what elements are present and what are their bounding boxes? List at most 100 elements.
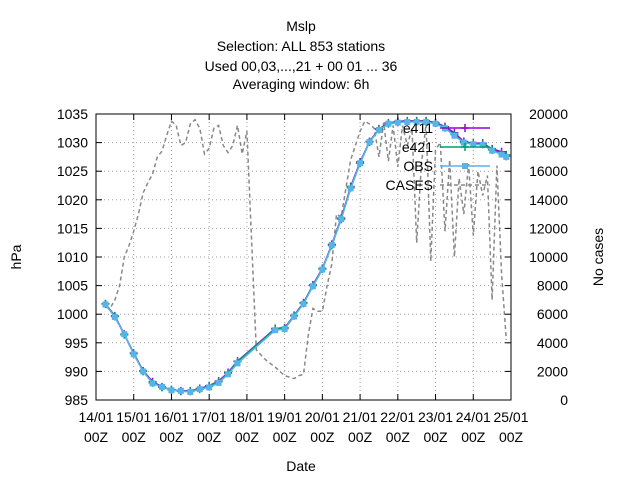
- x-tick-label-hour: 00Z: [386, 429, 411, 445]
- data-point-obs: [498, 151, 505, 158]
- x-tick-label-hour: 00Z: [273, 429, 298, 445]
- y-tick-label: 990: [65, 363, 89, 379]
- data-point-obs: [177, 387, 184, 394]
- data-point-obs: [159, 383, 166, 390]
- x-tick-label-date: 15/01: [116, 409, 151, 425]
- series-e421: [101, 117, 511, 396]
- x-tick-label-hour: 00Z: [461, 429, 486, 445]
- y2-tick-label: 4000: [537, 335, 568, 351]
- data-point-obs: [470, 141, 477, 148]
- data-point-obs: [451, 132, 458, 139]
- x-tick-label-hour: 00Z: [84, 429, 109, 445]
- data-point-obs: [215, 379, 222, 386]
- data-point-obs: [234, 360, 241, 367]
- x-tick-label-hour: 00Z: [310, 429, 335, 445]
- data-point-obs: [102, 301, 109, 308]
- x-tick-label-date: 21/01: [343, 409, 378, 425]
- legend-label-cases: CASES: [386, 177, 433, 193]
- x-tick-label-date: 17/01: [192, 409, 227, 425]
- data-point-obs: [489, 147, 496, 154]
- title-line-4: Averaging window: 6h: [233, 76, 370, 92]
- title-line-3: Used 00,03,...,21 + 00 01 ... 36: [205, 58, 398, 74]
- series-obs: [102, 119, 510, 395]
- legend-marker-e411: [461, 124, 469, 132]
- data-point-obs: [130, 351, 137, 358]
- x-tick-label-hour: 00Z: [348, 429, 373, 445]
- legend: e411 e421 OBS CASES: [386, 120, 490, 193]
- y2-tick-label: 18000: [529, 135, 568, 151]
- y2-tick-label: 6000: [537, 306, 568, 322]
- data-point-obs: [319, 266, 326, 273]
- x-tick-label-date: 20/01: [305, 409, 340, 425]
- x-tick-label-hour: 00Z: [122, 429, 147, 445]
- data-point-obs: [366, 139, 373, 146]
- x-tick-label-date: 18/01: [229, 409, 264, 425]
- x-tick-label-date: 22/01: [380, 409, 415, 425]
- x-tick-label-hour: 00Z: [499, 429, 524, 445]
- title-line-2: Selection: ALL 853 stations: [217, 38, 385, 54]
- data-point-obs: [413, 119, 420, 126]
- x-tick-label-date: 19/01: [267, 409, 302, 425]
- y-tick-label: 1020: [57, 192, 88, 208]
- data-point-obs: [272, 327, 279, 334]
- data-point-obs: [385, 120, 392, 127]
- series-layer: [101, 116, 511, 396]
- series-cases: [105, 118, 508, 380]
- x-tick-label-date: 23/01: [418, 409, 453, 425]
- legend-label-e411: e411: [403, 120, 433, 136]
- data-point-obs: [140, 368, 147, 375]
- y-tick-label: 1005: [57, 278, 88, 294]
- y-axis-label: hPa: [8, 244, 24, 269]
- legend-marker-e421: [461, 143, 469, 151]
- y-tick-label: 995: [65, 335, 89, 351]
- legend-label-e421: e421: [402, 139, 433, 155]
- x-tick-label-date: 25/01: [493, 409, 528, 425]
- x-tick-label-hour: 00Z: [235, 429, 260, 445]
- data-point-obs: [460, 139, 467, 146]
- data-point-obs: [111, 314, 118, 321]
- y2-tick-label: 20000: [529, 106, 568, 122]
- data-point-obs: [206, 384, 213, 391]
- x-tick-label-date: 16/01: [154, 409, 189, 425]
- data-point-obs: [328, 241, 335, 248]
- legend-marker-obs: [462, 163, 468, 169]
- series-line-cases: [105, 118, 508, 380]
- axes: 14/01 00Z 15/01 00Z 16/01 00Z 17/01 00Z 18/01 00Z…: [57, 106, 568, 445]
- data-point-obs: [168, 387, 175, 394]
- data-point-obs: [149, 380, 156, 387]
- data-point-obs: [432, 120, 439, 127]
- y2-tick-label: 8000: [537, 278, 568, 294]
- series-e411: [101, 116, 511, 395]
- data-point-obs: [423, 119, 430, 126]
- legend-label-obs: OBS: [403, 158, 433, 174]
- y-tick-label: 1025: [57, 163, 88, 179]
- y2-tick-label: 12000: [529, 220, 568, 236]
- y-tick-label: 985: [65, 392, 89, 408]
- y2-tick-label: 16000: [529, 163, 568, 179]
- y-tick-label: 1010: [57, 249, 88, 265]
- y2-tick-label: 2000: [537, 363, 568, 379]
- data-point-obs: [347, 185, 354, 192]
- x-tick-label-date: 24/01: [456, 409, 491, 425]
- title-line-1: Mslp: [286, 18, 316, 34]
- data-point-obs: [300, 300, 307, 307]
- data-point-obs: [338, 216, 345, 223]
- data-point-obs: [225, 371, 232, 378]
- data-point-obs: [357, 160, 364, 167]
- x-axis-label: Date: [286, 458, 316, 474]
- y-tick-label: 1000: [57, 306, 88, 322]
- y2-axis-label: No cases: [590, 228, 606, 286]
- y2-tick-label: 14000: [529, 192, 568, 208]
- y-tick-label: 1030: [57, 135, 88, 151]
- data-point-obs: [187, 388, 194, 395]
- data-point-obs: [394, 119, 401, 126]
- chart-title: Mslp Selection: ALL 853 stations Used 00…: [205, 18, 398, 92]
- y2-tick-label: 10000: [529, 249, 568, 265]
- data-point-obs: [196, 386, 203, 393]
- x-tick-label-hour: 00Z: [197, 429, 222, 445]
- y-tick-label: 1015: [57, 220, 88, 236]
- data-point-obs: [281, 326, 288, 333]
- data-point-obs: [309, 283, 316, 290]
- x-tick-label-hour: 00Z: [423, 429, 448, 445]
